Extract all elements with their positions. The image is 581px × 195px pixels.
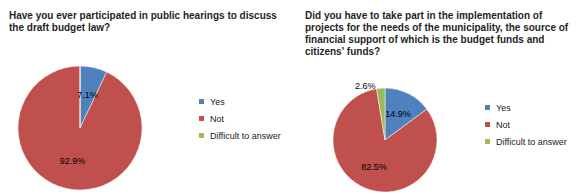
svg-text:Have you ever participated in: Have you ever participated in public hea… — [9, 10, 280, 21]
svg-text:Yes: Yes — [210, 97, 225, 107]
svg-text:citizens' funds?: citizens' funds? — [305, 46, 380, 57]
svg-text:7.1%: 7.1% — [77, 90, 98, 100]
svg-text:82.5%: 82.5% — [361, 162, 387, 172]
svg-text:the draft budget law?: the draft budget law? — [9, 22, 110, 33]
svg-text:2.6%: 2.6% — [355, 81, 376, 91]
svg-text:Difficult to answer: Difficult to answer — [210, 131, 281, 141]
svg-text:financial support of which is: financial support of which is the budget… — [305, 34, 547, 45]
svg-text:92.9%: 92.9% — [60, 156, 86, 166]
svg-text:Difficult to answer: Difficult to answer — [496, 137, 567, 147]
svg-text:Did you have to take part in t: Did you have to take part in the impleme… — [305, 10, 545, 21]
svg-text:Yes: Yes — [496, 103, 511, 113]
svg-text:Not: Not — [496, 120, 511, 130]
svg-text:14.9%: 14.9% — [385, 109, 411, 119]
svg-text:projects for the needs of the: projects for the needs of the municipali… — [305, 22, 571, 33]
svg-text:Not: Not — [210, 114, 225, 124]
